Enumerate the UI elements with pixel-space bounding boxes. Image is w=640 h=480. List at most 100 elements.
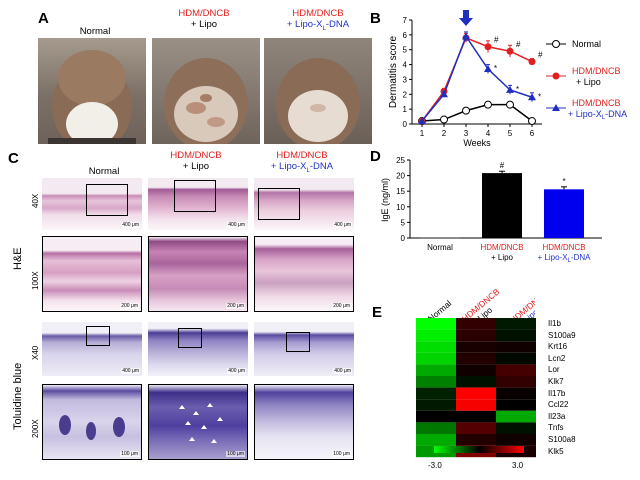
heatmap-row-label: Il17b xyxy=(548,388,566,398)
chart-b-y-tick-label: 6 xyxy=(403,31,408,40)
panel-label-b: B xyxy=(370,10,381,27)
treatment-arrow-icon xyxy=(459,10,473,26)
panel-label-d: D xyxy=(370,148,381,165)
chart-b-y-tick-label: 4 xyxy=(403,61,408,70)
chart-b-point xyxy=(528,58,536,66)
he-lipoxl-100x: 200 μm xyxy=(254,236,354,312)
heatmap-cell xyxy=(416,376,456,388)
panel-a-header-lipoxl: HDM/DNCB + Lipo-XL-DNA xyxy=(286,8,350,32)
chart-b-y-tick-label: 3 xyxy=(403,75,408,84)
zoom-box xyxy=(86,326,110,346)
heatmap-cell xyxy=(456,376,496,388)
chart-b-y-tick-label: 1 xyxy=(403,105,408,114)
heatmap-cell xyxy=(416,341,456,353)
ige-bar-chart: 0 5 10 15 20 25 # * IgE (ng/ml) Normal HDM/DNC… xyxy=(380,156,602,264)
heatmap-cell xyxy=(416,410,456,423)
heatmap-row-label: Klk5 xyxy=(548,446,564,456)
heatmap-cell xyxy=(416,434,456,446)
mag-label-40x: 40X xyxy=(31,193,40,208)
heatmap-row-label: Tnfs xyxy=(548,423,564,433)
heatmap-cell xyxy=(416,422,456,434)
tb-lipoxl-200x: 100 μm xyxy=(254,384,354,460)
chart-b-y-tick-label: 7 xyxy=(403,16,408,25)
chart-b-point xyxy=(484,65,492,73)
chart-d-cat-lipo-1: HDM/DNCB xyxy=(480,243,523,252)
heatmap-cell xyxy=(496,376,536,388)
heatmap-cell xyxy=(456,410,496,423)
chart-d-bar xyxy=(420,237,460,239)
zoom-box xyxy=(174,180,216,212)
chart-d-significance-mark: # xyxy=(500,161,505,170)
chart-b-point xyxy=(440,115,448,124)
dermatitis-score-chart: 0 1 2 3 4 5 6 7 1 2 3 4 5 6 Dermatitis score Weeks #… xyxy=(388,10,627,148)
chart-b-point xyxy=(418,117,426,125)
chart-b-x-tick-label: 5 xyxy=(508,129,513,138)
chart-b-significance-mark: * xyxy=(538,92,541,101)
heatmap-cell xyxy=(456,364,496,376)
heatmap-cell xyxy=(416,387,456,400)
colorbar-min-label: -3.0 xyxy=(428,461,442,470)
heatmap-cell xyxy=(456,422,496,434)
chart-b-significance-mark: # xyxy=(494,36,499,45)
heatmap-cell xyxy=(496,341,536,353)
chart-d-cat-normal: Normal xyxy=(427,243,453,252)
chart-b-point xyxy=(484,43,492,51)
chart-b-series-line xyxy=(421,36,533,122)
chart-d-y-tick-label: 10 xyxy=(396,203,405,212)
chart-b-y-axis-label: Dermatitis score xyxy=(388,35,399,108)
he-normal-40x: 400 μm xyxy=(42,178,142,230)
chart-b-significance-mark: * xyxy=(516,85,519,94)
mag-label-x40: X40 xyxy=(31,345,40,360)
chart-b-x-tick-label: 3 xyxy=(464,129,469,138)
heatmap-row-label: Lor xyxy=(548,365,560,375)
chart-b-point xyxy=(484,100,492,109)
chart-d-y-tick-label: 15 xyxy=(396,187,405,196)
chart-b-point xyxy=(506,47,514,55)
zoom-box xyxy=(286,332,310,352)
chart-b-point xyxy=(506,100,514,109)
chart-b-x-tick-label: 1 xyxy=(420,129,425,138)
chart-d-y-tick-label: 25 xyxy=(396,156,405,165)
heatmap-row-label: Klk7 xyxy=(548,376,564,386)
legend-lipoxl-marker xyxy=(552,104,560,111)
heatmap-cell xyxy=(416,318,456,330)
tb-normal-200x: 100 μm xyxy=(42,384,142,460)
heatmap-cell xyxy=(456,352,496,365)
chart-b-series-line xyxy=(421,103,533,122)
heatmap-row-label: Krt16 xyxy=(548,342,568,352)
heatmap-row-label: S100a9 xyxy=(548,330,576,340)
chart-b-x-tick-label: 4 xyxy=(486,129,491,138)
chart-b-y-tick-label: 2 xyxy=(403,90,408,99)
gene-expression-heatmap xyxy=(416,318,536,458)
chart-b-x-axis-label: Weeks xyxy=(463,138,491,148)
heatmap-row-label: Lcn2 xyxy=(548,353,566,363)
chart-b-axes xyxy=(411,20,542,125)
he-lipo-100x: 200 μm xyxy=(148,236,248,312)
panel-c-header-normal: Normal xyxy=(88,166,120,177)
panel-label-c: C xyxy=(8,150,19,167)
heatmap-cell xyxy=(496,410,536,423)
heatmap-cell xyxy=(496,329,536,342)
zoom-box xyxy=(178,328,202,348)
zoom-box xyxy=(258,188,300,220)
heatmap-cell xyxy=(456,329,496,342)
mag-label-200x: 200X xyxy=(31,419,40,438)
panel-a-header-lipo: HDM/DNCB + Lipo xyxy=(178,8,230,30)
chart-d-bar xyxy=(482,173,522,238)
mouse-illustration-lipo xyxy=(164,58,248,144)
chart-b-legend: Normal HDM/DNCB + Lipo HDM/DNCB + Lipo-X… xyxy=(546,39,627,121)
heatmap-row-label: Ccl22 xyxy=(548,400,569,410)
chart-b-point xyxy=(506,85,514,93)
heatmap-cell xyxy=(416,399,456,411)
heatmap-cell xyxy=(496,352,536,365)
heatmap-cell xyxy=(496,364,536,376)
heatmap-colorbar: -3.0 3.0 xyxy=(428,446,524,470)
photo-normal-mouse xyxy=(38,38,146,144)
chart-b-x-tick-label: 2 xyxy=(442,129,447,138)
colorbar-max-label: 3.0 xyxy=(512,461,524,470)
heatmap-cell xyxy=(496,422,536,434)
chart-d-cat-lipoxl-2: + Lipo-XL-DNA xyxy=(538,253,592,264)
chart-b-point xyxy=(528,93,536,101)
heatmap-cell xyxy=(496,434,536,446)
chart-b-point xyxy=(528,117,536,126)
